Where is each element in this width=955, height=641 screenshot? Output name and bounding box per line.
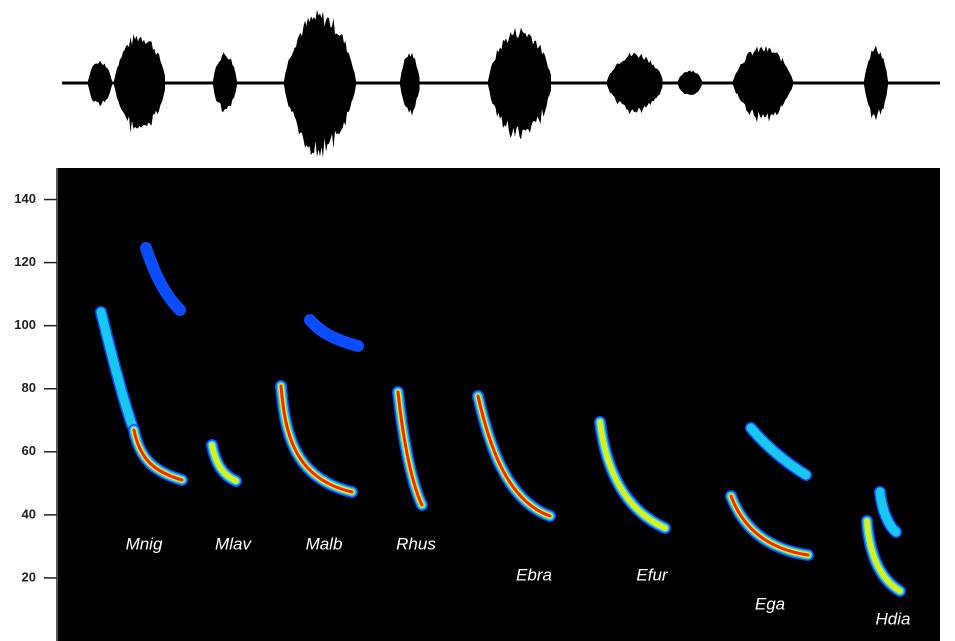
y-tick-label: 80 bbox=[22, 380, 36, 395]
species-label: Mlav bbox=[215, 534, 252, 553]
species-label: Rhus bbox=[396, 534, 436, 553]
spectrogram-area bbox=[58, 168, 940, 641]
y-tick-label: 20 bbox=[22, 569, 36, 584]
waveform-burst bbox=[213, 53, 237, 112]
waveform-burst bbox=[284, 10, 356, 158]
waveform-burst bbox=[114, 34, 165, 133]
y-tick-label: 120 bbox=[14, 254, 36, 269]
waveform-burst bbox=[678, 70, 702, 95]
species-label: Malb bbox=[306, 534, 343, 553]
species-label: Efur bbox=[636, 565, 669, 584]
waveform-burst bbox=[400, 53, 420, 116]
waveform bbox=[62, 10, 940, 158]
y-tick-label: 140 bbox=[14, 191, 36, 206]
species-label: Hdia bbox=[876, 609, 911, 628]
waveform-burst bbox=[864, 46, 888, 121]
species-label: Ega bbox=[755, 594, 785, 613]
figure: Mnig Mlav Malb Rhus Ebra Efur Ega Hdia 2… bbox=[0, 0, 955, 641]
species-label: Mnig bbox=[126, 534, 163, 553]
waveform-burst bbox=[488, 28, 551, 140]
y-tick-label: 60 bbox=[22, 443, 36, 458]
y-tick-label: 40 bbox=[22, 506, 36, 521]
y-tick-label: 100 bbox=[14, 317, 36, 332]
waveform-burst bbox=[88, 61, 112, 107]
waveform-burst bbox=[733, 46, 793, 123]
waveform-burst bbox=[607, 53, 663, 115]
species-label: Ebra bbox=[516, 565, 552, 584]
